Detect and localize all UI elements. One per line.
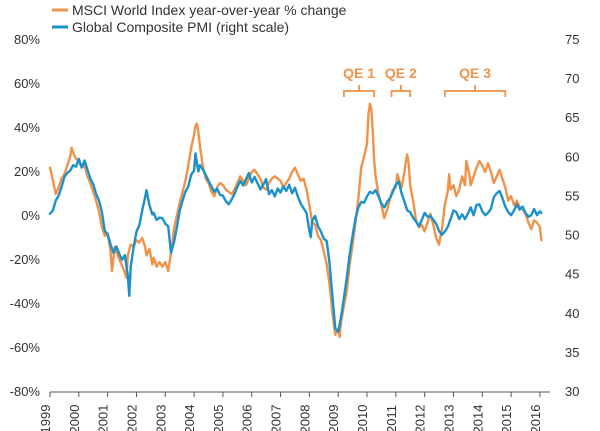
right-tick-label: 65 <box>565 110 579 125</box>
x-tick-label: 2001 <box>96 405 111 431</box>
left-tick-label: 20% <box>14 164 40 179</box>
x-tick-label: 2004 <box>182 405 197 431</box>
left-tick-label: -60% <box>10 340 41 355</box>
right-tick-label: 30 <box>565 384 579 399</box>
qe-label-1: QE 1 <box>343 65 375 81</box>
qe-bracket-3 <box>443 85 507 97</box>
x-tick-label: 2000 <box>67 405 82 431</box>
x-tick-label: 2008 <box>297 405 312 431</box>
left-tick-label: 40% <box>14 120 40 135</box>
right-tick-label: 45 <box>565 267 579 282</box>
x-axis: 1999 2000 2001 2002 2003 2004 2005 2006 2007 2008… <box>38 391 550 431</box>
right-tick-label: 60 <box>565 149 579 164</box>
left-tick-label: -80% <box>10 384 41 399</box>
series-line-msci <box>48 102 543 339</box>
right-tick-label: 40 <box>565 306 579 321</box>
x-tick-label: 2007 <box>269 405 284 431</box>
right-tick-label: 55 <box>565 188 579 203</box>
series-line-pmi <box>48 152 543 333</box>
legend-label-pmi: Global Composite PMI (right scale) <box>72 19 289 35</box>
x-tick-label: 2011 <box>384 405 399 431</box>
right-y-axis: 75 70 65 60 55 50 45 40 35 30 <box>565 32 579 399</box>
left-tick-label: 60% <box>14 76 40 91</box>
legend: MSCI World Index year-over-year % change… <box>52 2 347 35</box>
right-tick-label: 50 <box>565 228 579 243</box>
x-tick-label: 2013 <box>441 405 456 431</box>
x-tick-label: 2010 <box>355 405 370 431</box>
x-tick-label: 2006 <box>240 405 255 431</box>
x-tick-label: 2002 <box>124 405 139 431</box>
legend-label-msci: MSCI World Index year-over-year % change <box>72 2 347 18</box>
right-tick-label: 35 <box>565 345 579 360</box>
x-tick-label: 2012 <box>413 405 428 431</box>
x-tick-label: 2016 <box>528 405 543 431</box>
x-tick-label: 2009 <box>326 405 341 431</box>
series-lines <box>48 102 543 339</box>
qe-label-3: QE 3 <box>459 65 491 81</box>
qe-label-2: QE 2 <box>385 65 417 81</box>
qe-bracket-1 <box>343 85 376 97</box>
x-tick-label: 2014 <box>470 405 485 431</box>
qe-bracket-2 <box>390 85 412 97</box>
right-tick-label: 75 <box>565 32 579 47</box>
qe-annotations: QE 1 QE 2 QE 3 <box>343 65 507 97</box>
left-tick-label: -40% <box>10 296 41 311</box>
left-y-axis: 80% 60% 40% 20% 0% -20% -40% -60% -80% <box>10 32 41 399</box>
left-tick-label: 0% <box>21 208 40 223</box>
x-tick-label: 2005 <box>211 405 226 431</box>
x-tick-label: 2003 <box>153 405 168 431</box>
right-tick-label: 70 <box>565 71 579 86</box>
x-tick-label: 2015 <box>499 405 514 431</box>
left-tick-label: -20% <box>10 252 41 267</box>
left-tick-label: 80% <box>14 32 40 47</box>
x-tick-label: 1999 <box>38 405 53 431</box>
